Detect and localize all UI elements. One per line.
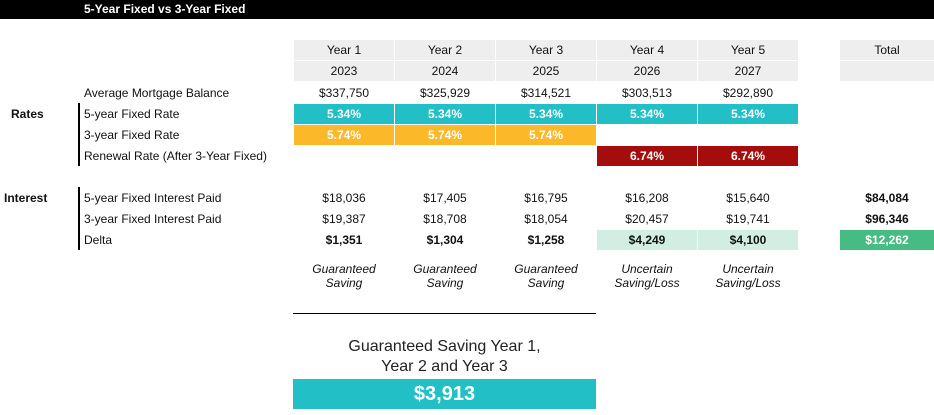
header-calendar-year-4: 2026 [597, 61, 697, 81]
header-calendar-year-5: 2027 [698, 61, 798, 81]
note-year-5: Uncertain Saving/Loss [698, 262, 798, 290]
header-calendar-year-2: 2024 [395, 61, 495, 81]
summary-label-line1: Guaranteed Saving Year 1, [348, 338, 541, 355]
balance-label: Average Mortgage Balance [84, 86, 230, 100]
note-year-5-line1: Uncertain [722, 262, 774, 276]
five-year-interest-year-4: $16,208 [625, 191, 669, 205]
note-year-3-line1: Guaranteed [514, 262, 578, 276]
three-year-interest-label: 3-year Fixed Interest Paid [84, 212, 222, 226]
five-year-rate-year-1: 5.34% [294, 104, 394, 124]
summary-label-line2: Year 2 and Year 3 [381, 358, 508, 375]
header-year-3: Year 3 [496, 40, 596, 60]
five-year-interest-year-2: $17,405 [423, 191, 467, 205]
five-year-interest-year-1: $18,036 [322, 191, 366, 205]
three-year-interest-year-3: $18,054 [524, 212, 568, 226]
five-year-rate-label: 5-year Fixed Rate [84, 107, 180, 121]
header-calendar-year-1: 2023 [294, 61, 394, 81]
note-year-1: Guaranteed Saving [294, 262, 394, 290]
header-total-blank [840, 61, 934, 81]
header-total: Total [840, 40, 934, 60]
header-calendar-year-3: 2025 [496, 61, 596, 81]
note-year-1-line1: Guaranteed [312, 262, 376, 276]
delta-year-2: $1,304 [426, 233, 464, 247]
note-year-1-line2: Saving [325, 276, 363, 290]
note-year-4-line2: Saving/Loss [614, 276, 680, 290]
delta-year-1: $1,351 [325, 233, 363, 247]
note-year-2-line2: Saving [426, 276, 464, 290]
three-year-interest-year-1: $19,387 [322, 212, 366, 226]
five-year-interest-year-5: $15,640 [726, 191, 770, 205]
delta-year-4: $4,249 [597, 230, 697, 250]
section-rates-label: Rates [11, 107, 44, 121]
five-year-interest-label: 5-year Fixed Interest Paid [84, 191, 222, 205]
renewal-rate-label: Renewal Rate (After 3-Year Fixed) [84, 149, 267, 163]
header-year-2: Year 2 [395, 40, 495, 60]
five-year-rate-year-2: 5.34% [395, 104, 495, 124]
note-year-2: Guaranteed Saving [395, 262, 495, 290]
summary-label: Guaranteed Saving Year 1, Year 2 and Yea… [293, 337, 596, 377]
three-year-rate-year-1: 5.74% [294, 125, 394, 145]
balance-year-3: $314,521 [520, 86, 572, 100]
delta-year-3: $1,258 [527, 233, 565, 247]
three-year-interest-year-2: $18,708 [423, 212, 467, 226]
balance-year-2: $325,929 [419, 86, 471, 100]
balance-year-1: $337,750 [318, 86, 370, 100]
title-bar: 5-Year Fixed vs 3-Year Fixed [0, 0, 934, 19]
three-year-interest-year-4: $20,457 [625, 212, 669, 226]
note-year-3: Guaranteed Saving [496, 262, 596, 290]
five-year-rate-year-5: 5.34% [698, 104, 798, 124]
three-year-rate-year-2: 5.74% [395, 125, 495, 145]
three-year-rate-year-3: 5.74% [496, 125, 596, 145]
note-year-4: Uncertain Saving/Loss [597, 262, 697, 290]
renewal-rate-year-4: 6.74% [597, 146, 697, 166]
header-year-4: Year 4 [597, 40, 697, 60]
note-year-2-line1: Guaranteed [413, 262, 477, 276]
balance-year-4: $303,513 [621, 86, 673, 100]
header-year-5: Year 5 [698, 40, 798, 60]
interest-section-divider [78, 187, 80, 250]
balance-year-5: $292,890 [722, 86, 774, 100]
delta-total: $12,262 [840, 230, 934, 250]
section-interest-label: Interest [4, 191, 48, 205]
five-year-interest-year-3: $16,795 [524, 191, 568, 205]
page-title: 5-Year Fixed vs 3-Year Fixed [84, 2, 246, 16]
five-year-interest-total: $84,084 [865, 191, 909, 205]
note-year-5-line2: Saving/Loss [715, 276, 781, 290]
note-year-3-line2: Saving [527, 276, 565, 290]
three-year-interest-total: $96,346 [865, 212, 909, 226]
five-year-rate-year-4: 5.34% [597, 104, 697, 124]
five-year-rate-year-3: 5.34% [496, 104, 596, 124]
note-year-4-line1: Uncertain [621, 262, 673, 276]
summary-value: $3,913 [293, 379, 596, 409]
rates-section-divider [78, 103, 80, 166]
delta-year-5: $4,100 [698, 230, 798, 250]
three-year-rate-label: 3-year Fixed Rate [84, 128, 180, 142]
renewal-rate-year-5: 6.74% [698, 146, 798, 166]
delta-label: Delta [84, 233, 113, 247]
three-year-interest-year-5: $19,741 [726, 212, 770, 226]
header-year-1: Year 1 [294, 40, 394, 60]
summary-divider [293, 313, 596, 314]
